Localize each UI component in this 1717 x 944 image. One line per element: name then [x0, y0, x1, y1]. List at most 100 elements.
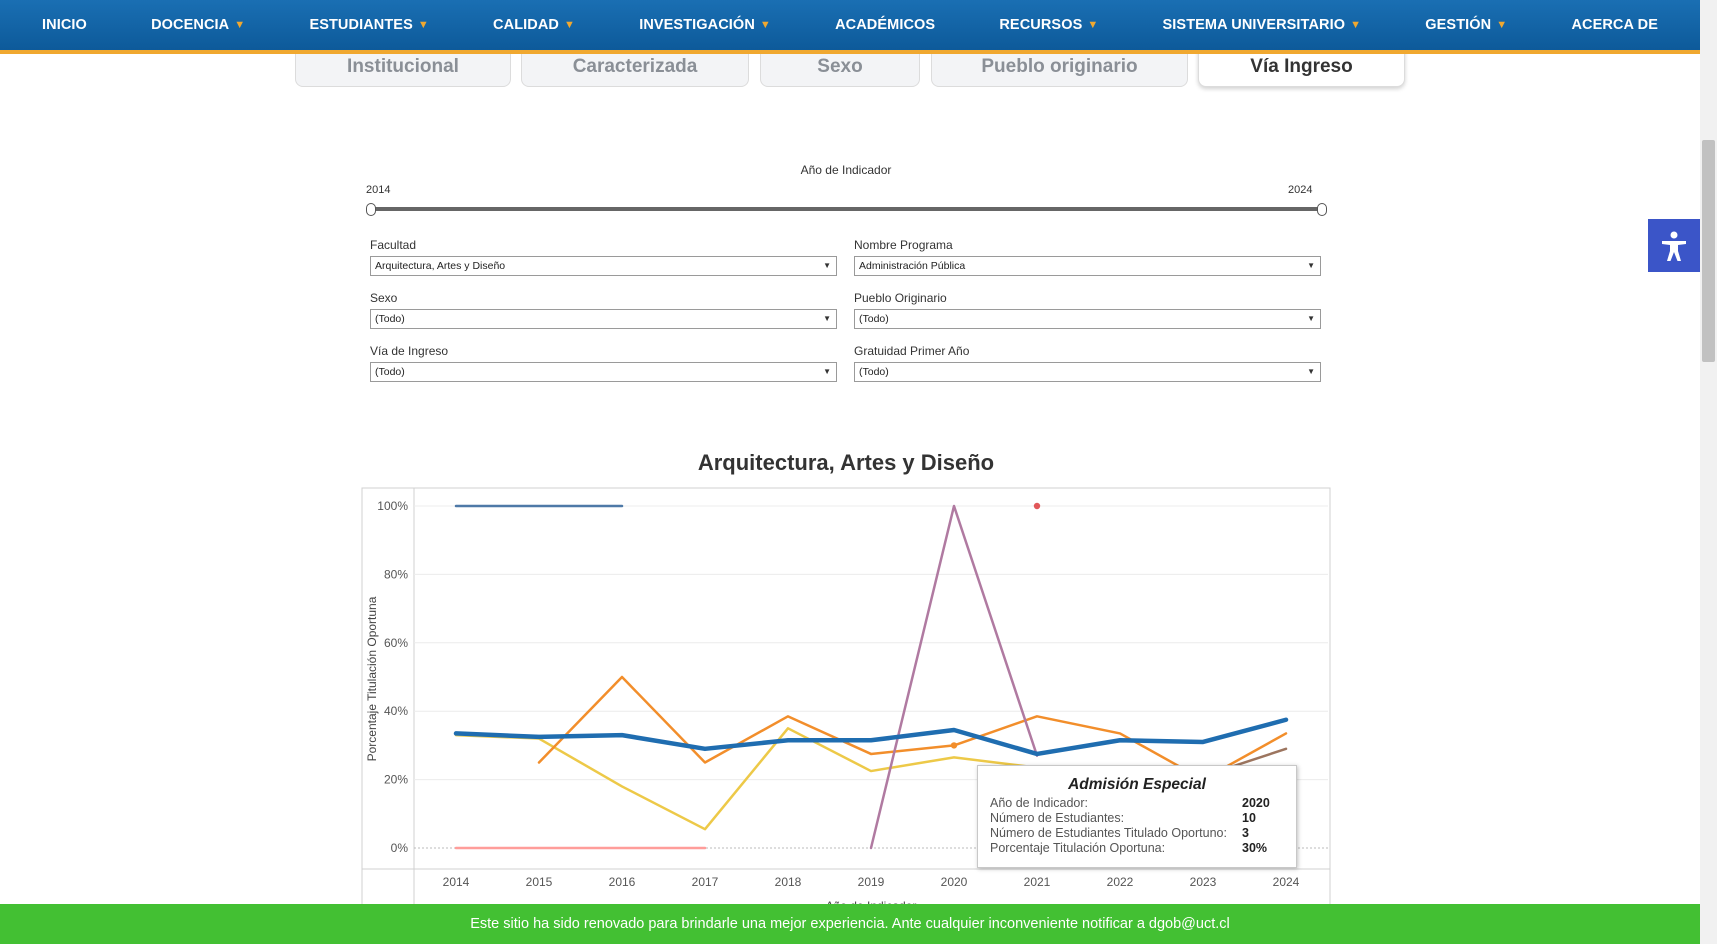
x-tick-label: 2015 — [526, 875, 553, 889]
via-value: (Todo) — [375, 366, 405, 378]
tab-label: Sexo — [817, 56, 863, 77]
tab-label: Institucional — [347, 56, 459, 77]
tooltip-key: Número de Estudiantes Titulado Oportuno: — [990, 826, 1227, 840]
nav-label: CALIDAD — [493, 17, 559, 33]
programa-select[interactable]: Administración Pública ▼ — [854, 256, 1321, 276]
year-slider-min-handle[interactable] — [366, 203, 376, 216]
nav-item-acerca-de[interactable]: ACERCA DE — [1571, 17, 1658, 33]
tooltip-key: Año de Indicador: — [990, 796, 1088, 810]
gratuidad-label: Gratuidad Primer Año — [854, 344, 970, 358]
tooltip-value: 3 — [1242, 826, 1249, 840]
sexo-label: Sexo — [370, 291, 398, 305]
nav-label: INICIO — [42, 17, 87, 33]
accessibility-icon — [1662, 231, 1686, 261]
x-tick-label: 2023 — [1190, 875, 1217, 889]
chevron-down-icon: ▼ — [234, 19, 246, 31]
tooltip-title: Admisión Especial — [1068, 776, 1206, 793]
y-tick-label: 40% — [384, 704, 408, 718]
facultad-label: Facultad — [370, 238, 417, 252]
tab-label: Pueblo originario — [981, 56, 1138, 77]
accessibility-button[interactable] — [1648, 219, 1700, 272]
nav-item-sistema-universitario[interactable]: SISTEMA UNIVERSITARIO ▼ — [1163, 17, 1362, 33]
caret-down-icon: ▼ — [1307, 367, 1315, 376]
gratuidad-select[interactable]: (Todo) ▼ — [854, 362, 1321, 382]
series-line-3 — [537, 675, 1288, 781]
nav-label: RECURSOS — [999, 17, 1083, 33]
x-tick-label: 2018 — [775, 875, 802, 889]
year-slider-max-handle[interactable] — [1317, 203, 1327, 216]
chevron-down-icon: ▼ — [759, 19, 771, 31]
nav-item-investigacion[interactable]: INVESTIGACIÓN ▼ — [639, 17, 771, 33]
facultad-value: Arquitectura, Artes y Diseño — [375, 260, 506, 272]
facultad-select[interactable]: Arquitectura, Artes y Diseño ▼ — [370, 256, 837, 276]
x-tick-label: 2020 — [941, 875, 968, 889]
nav-item-recursos[interactable]: RECURSOS ▼ — [999, 17, 1098, 33]
banner-text: Este sitio ha sido renovado para brindar… — [470, 916, 1230, 932]
data-point — [1033, 502, 1041, 510]
tooltip-value: 2020 — [1242, 796, 1270, 810]
x-tick-label: 2014 — [443, 875, 470, 889]
tab-label: Vía Ingreso — [1250, 56, 1353, 77]
tooltip-row: Porcentaje Titulación Oportuna: 30% — [990, 841, 1284, 856]
data-point — [950, 742, 958, 749]
slider-min-label: 2014 — [366, 184, 391, 196]
chevron-down-icon: ▼ — [1087, 19, 1099, 31]
programa-value: Administración Pública — [859, 260, 966, 272]
chart-title: Arquitectura, Artes y Diseño — [697, 450, 995, 475]
caret-down-icon: ▼ — [1307, 261, 1315, 270]
tooltip-row: Número de Estudiantes: 10 — [990, 811, 1284, 826]
slider-max-label: 2024 — [1288, 184, 1313, 196]
tooltip-key: Porcentaje Titulación Oportuna: — [990, 841, 1166, 855]
slider-title: Año de Indicador — [800, 163, 892, 177]
nav-label: SISTEMA UNIVERSITARIO — [1162, 17, 1346, 33]
top-navigation: INICIO DOCENCIA ▼ ESTUDIANTES ▼ CALIDAD ▼ I… — [0, 0, 1700, 54]
pueblo-label: Pueblo Originario — [854, 291, 947, 305]
series-line-6 — [453, 717, 1289, 757]
sexo-select[interactable]: (Todo) ▼ — [370, 309, 837, 329]
nav-label: ACERCA DE — [1571, 17, 1658, 33]
x-tick-label: 2017 — [692, 875, 719, 889]
nav-item-academicos[interactable]: ACADÉMICOS — [835, 17, 935, 33]
x-tick-label: 2022 — [1107, 875, 1134, 889]
via-select[interactable]: (Todo) ▼ — [370, 362, 837, 382]
y-tick-label: 100% — [377, 499, 408, 513]
tooltip-row: Año de Indicador: 2020 — [990, 796, 1284, 811]
tooltip-row: Número de Estudiantes Titulado Oportuno:… — [990, 826, 1284, 841]
nav-item-gestion[interactable]: GESTIÓN ▼ — [1425, 17, 1507, 33]
tab-label: Caracterizada — [572, 56, 698, 77]
y-axis-label: Porcentaje Titulación Oportuna — [365, 596, 379, 761]
notice-banner: Este sitio ha sido renovado para brindar… — [0, 904, 1700, 944]
y-tick-label: 80% — [384, 567, 408, 581]
scrollbar-thumb[interactable] — [1702, 140, 1715, 362]
chevron-down-icon: ▼ — [417, 19, 429, 31]
pueblo-select[interactable]: (Todo) ▼ — [854, 309, 1321, 329]
chart-tooltip: Admisión Especial Año de Indicador: 2020 … — [977, 765, 1297, 868]
y-tick-label: 60% — [384, 636, 408, 650]
caret-down-icon: ▼ — [823, 261, 831, 270]
nav-item-inicio[interactable]: INICIO — [42, 17, 87, 33]
chart-frame — [361, 487, 1331, 944]
programa-label: Nombre Programa — [854, 238, 953, 252]
y-tick-label: 20% — [384, 773, 408, 787]
pueblo-value: (Todo) — [859, 313, 889, 325]
gratuidad-value: (Todo) — [859, 366, 889, 378]
tooltip-value: 10 — [1242, 811, 1256, 825]
nav-item-calidad[interactable]: CALIDAD ▼ — [493, 17, 575, 33]
nav-item-estudiantes[interactable]: ESTUDIANTES ▼ — [309, 17, 428, 33]
y-tick-label: 0% — [391, 841, 409, 855]
chevron-down-icon: ▼ — [1496, 19, 1508, 31]
nav-item-docencia[interactable]: DOCENCIA ▼ — [151, 17, 245, 33]
series-line-4 — [869, 504, 1039, 850]
x-tick-label: 2019 — [858, 875, 885, 889]
nav-label: DOCENCIA — [151, 17, 230, 33]
tooltip-value: 30% — [1242, 841, 1268, 855]
x-tick-label: 2016 — [609, 875, 636, 889]
tooltip-key: Número de Estudiantes: — [990, 811, 1125, 825]
nav-label: INVESTIGACIÓN — [639, 17, 755, 33]
x-tick-label: 2021 — [1024, 875, 1051, 889]
year-slider-track[interactable] — [372, 207, 1322, 211]
nav-label: GESTIÓN — [1425, 17, 1492, 33]
via-label: Vía de Ingreso — [370, 344, 449, 358]
